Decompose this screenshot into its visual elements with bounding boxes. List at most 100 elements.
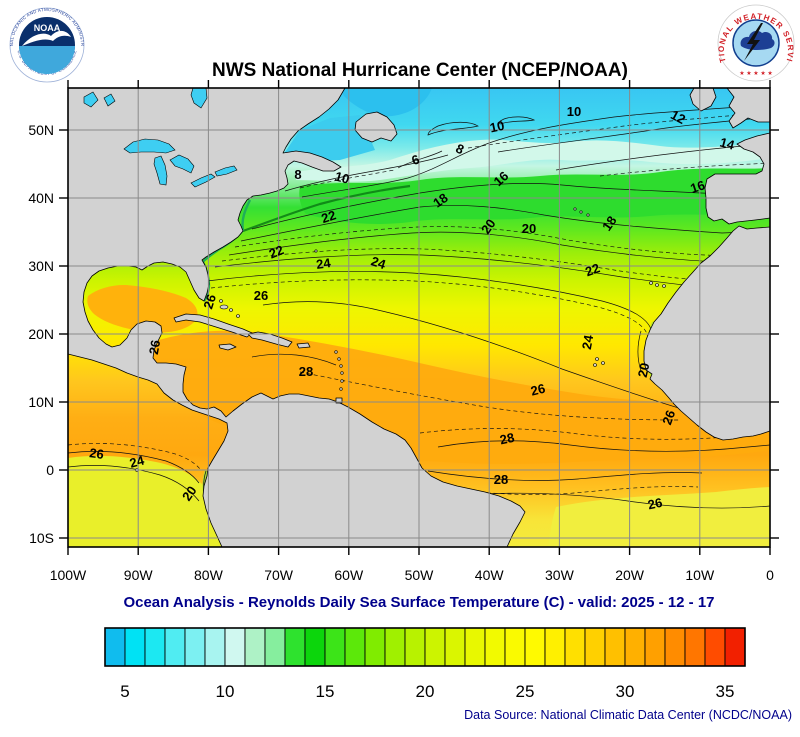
data-source: Data Source: National Climatic Data Cent… [464, 708, 792, 722]
colorbar-cell [544, 627, 566, 667]
colorbar-label: 20 [416, 682, 435, 701]
page-title: NWS National Hurricane Center (NCEP/NOAA… [212, 60, 628, 81]
latitude-labels: 50N 40N 30N 20N 10N 0 10S [28, 122, 54, 546]
colorbar-label: 10 [216, 682, 235, 701]
sst-contour-lines-dashed [68, 111, 770, 495]
colorbar-cell [604, 627, 626, 667]
island-andros-bahamas [219, 304, 229, 310]
lake-michigan [153, 155, 168, 186]
gulf-stream-front [242, 184, 411, 233]
colorbar-cell [384, 627, 406, 667]
lake-superior [123, 138, 176, 154]
colorbar-cell [424, 627, 446, 667]
contour-label: 10 [333, 169, 351, 187]
colorbar-cell [104, 627, 126, 667]
lon-label: 0 [766, 567, 774, 583]
colorbar-cell [284, 627, 306, 667]
lake-erie [190, 173, 216, 188]
colorbar-cell [464, 627, 486, 667]
lat-label: 10N [28, 394, 54, 410]
noaa-acronym: NOAA [34, 23, 61, 33]
colorbar-cell [224, 627, 246, 667]
contour-label: 26 [200, 292, 219, 310]
colorbar-label: 35 [716, 682, 735, 701]
lat-label: 50N [28, 122, 54, 138]
lon-label: 90W [124, 567, 154, 583]
lon-label: 100W [50, 567, 87, 583]
colorbar-label: 5 [120, 682, 129, 701]
contour-label: 26 [146, 339, 163, 356]
axis-ticks [59, 80, 779, 555]
contour-label: 14 [718, 135, 737, 153]
lon-label: 50W [405, 567, 435, 583]
lat-label: 0 [46, 462, 54, 478]
noaa-logo: NATIONAL OCEANIC AND ATMOSPHERIC ADMINIS… [0, 0, 85, 83]
colorbar-cell [364, 627, 386, 667]
land-puerto-rico [296, 342, 311, 349]
land-britain [726, 88, 770, 129]
contour-label: 26 [254, 288, 268, 303]
lat-label: 40N [28, 190, 54, 206]
contour-label: 20 [635, 361, 653, 378]
colorbar-cell [444, 627, 466, 667]
colorbar-cell [724, 627, 746, 667]
colorbar-cell [704, 627, 726, 667]
colorbar-cell [484, 627, 506, 667]
noaa-emblem-sea [19, 46, 75, 74]
pacific-yellow-region [68, 455, 225, 547]
contour-label: 24 [369, 253, 388, 272]
contour-label: 10 [567, 104, 581, 119]
colorbar-cell [624, 627, 646, 667]
nws-ring-text: NATIONAL WEATHER SERVICE [0, 0, 795, 64]
colorbar-cell [324, 627, 346, 667]
lakes [83, 88, 238, 188]
colorbar-label: 25 [516, 682, 535, 701]
lon-label: 60W [334, 567, 364, 583]
contour-label: 18 [599, 213, 620, 233]
contour-label: 24 [579, 333, 596, 351]
island-azores [573, 207, 577, 211]
gulf-st-lawrence-water [283, 115, 375, 162]
colorbar-cell [664, 627, 686, 667]
island-cape-verde [595, 357, 599, 361]
colorbar-cell [164, 627, 186, 667]
land-ireland [689, 88, 717, 112]
land-newfoundland [354, 111, 398, 143]
lon-label: 80W [194, 567, 224, 583]
lake-winnipeg [83, 91, 99, 108]
contour-label: 24 [128, 452, 147, 470]
contour-label: 28 [498, 430, 515, 448]
colorbar-cell [144, 627, 166, 667]
land-hispaniola [247, 331, 293, 348]
colorbar-cell [644, 627, 666, 667]
colorbar-cell [564, 627, 586, 667]
island-bermuda [314, 249, 318, 253]
longitude-labels: 100W 90W 80W 70W 60W 50W 40W 30W 20W 10W 0 [50, 567, 774, 583]
small-islands [135, 207, 666, 472]
gulf-of-mexico-warm [87, 285, 198, 333]
contour-label: 26 [646, 495, 663, 513]
contour-label: 28 [299, 364, 313, 379]
contour-label: 28 [494, 472, 508, 487]
colorbar-cell [204, 627, 226, 667]
contour-label: 24 [315, 255, 332, 272]
colorbar-label: 30 [616, 682, 635, 701]
contour-label: 8 [294, 167, 301, 182]
colorbar-cell [404, 627, 426, 667]
contour-label: 16 [688, 177, 706, 196]
lon-label: 70W [264, 567, 294, 583]
nws-lightning-icon [744, 23, 763, 61]
contour-label: 26 [659, 408, 678, 427]
nws-stars: ★ ★ ★ ★ ★ [739, 70, 773, 77]
contour-label: 20 [522, 221, 536, 236]
colorbar-cell [684, 627, 706, 667]
colorbar-cell [344, 627, 366, 667]
contour-label: 10 [488, 118, 505, 136]
lake-ontario [214, 165, 238, 177]
colorbar-labels: 5 10 15 20 25 30 35 [120, 682, 734, 701]
lat-label: 20N [28, 326, 54, 342]
southeast-yellow-region [548, 487, 770, 547]
